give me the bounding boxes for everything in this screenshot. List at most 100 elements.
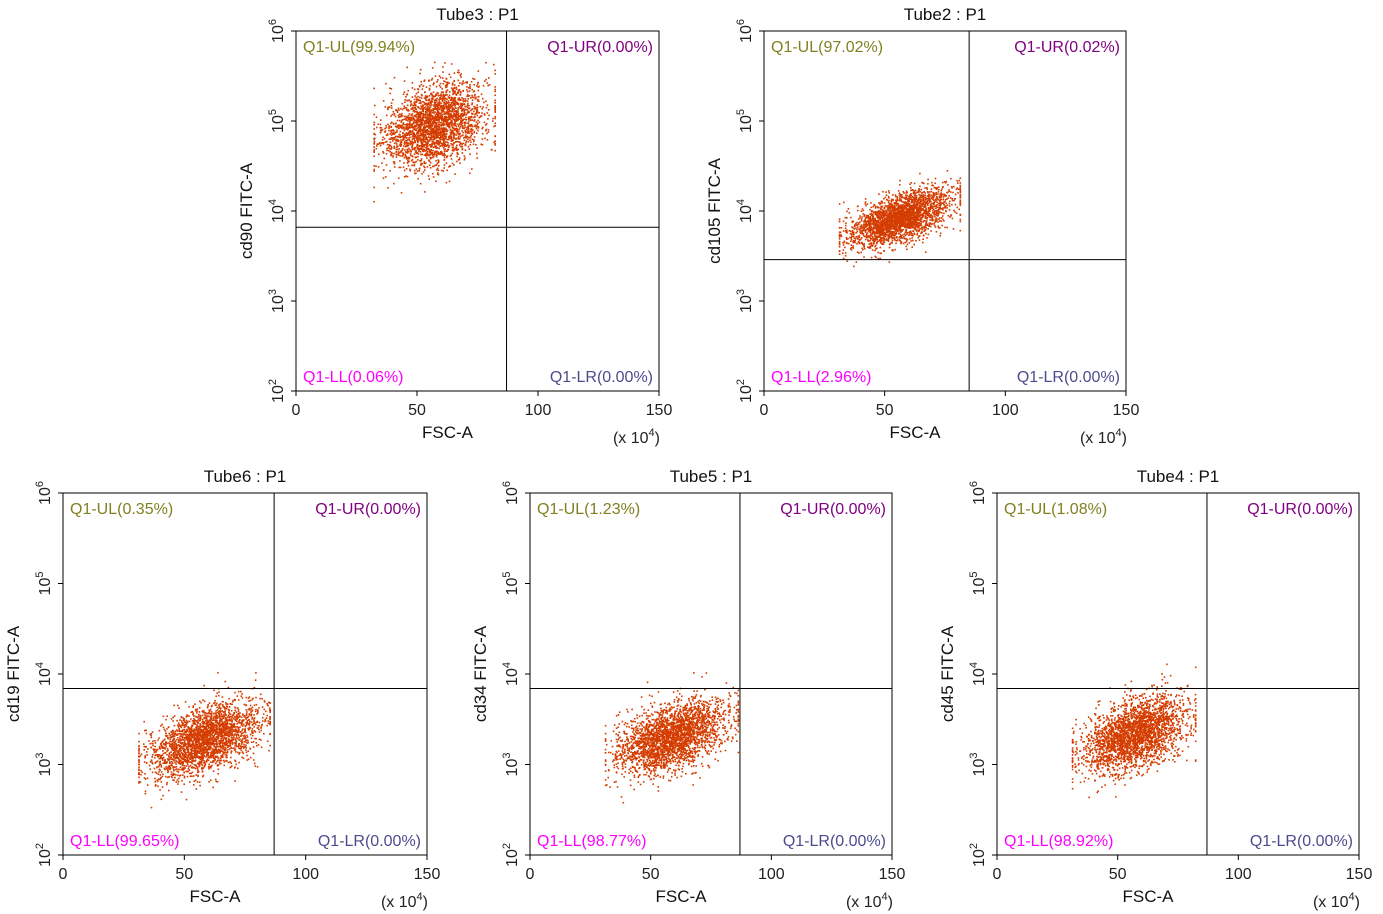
event-dot	[481, 108, 484, 110]
event-dot	[892, 194, 894, 196]
event-dot	[840, 235, 843, 238]
event-dot	[427, 106, 429, 108]
event-dot	[443, 127, 445, 129]
event-dot	[476, 104, 478, 106]
event-dot	[905, 218, 907, 220]
event-dot	[386, 140, 388, 143]
event-dot	[895, 215, 897, 217]
event-dot	[470, 97, 472, 99]
event-dot	[889, 218, 891, 221]
event-dot	[927, 198, 929, 200]
event-dot	[933, 213, 936, 216]
event-dot	[436, 142, 438, 145]
event-dot	[862, 232, 865, 235]
event-dot	[480, 114, 483, 117]
event-dot	[401, 149, 403, 152]
event-dot	[872, 220, 875, 223]
event-dot	[453, 91, 456, 94]
event-dot	[382, 143, 385, 145]
event-dot	[459, 144, 461, 147]
event-dot	[415, 111, 418, 113]
event-dot	[443, 117, 445, 119]
event-dot	[847, 242, 850, 245]
event-dot	[494, 102, 496, 104]
event-dot	[869, 208, 871, 211]
event-dot	[446, 83, 449, 85]
event-dot	[427, 142, 429, 145]
event-dot	[865, 215, 868, 218]
event-dot	[927, 225, 930, 227]
event-dot	[853, 237, 856, 239]
event-dot	[868, 222, 871, 225]
event-dot	[438, 147, 440, 150]
event-dot	[400, 107, 402, 110]
event-dot	[449, 135, 451, 137]
event-dot	[907, 222, 910, 224]
event-dot	[425, 144, 427, 147]
event-dot	[408, 117, 411, 119]
event-dot	[476, 157, 479, 159]
event-dot	[934, 221, 936, 223]
event-dot	[905, 207, 907, 209]
event-dot	[858, 234, 861, 237]
event-dot	[399, 141, 402, 144]
event-dot	[926, 203, 929, 206]
event-dot	[435, 105, 437, 107]
event-dot	[410, 150, 412, 153]
event-dot	[425, 110, 427, 113]
event-dot	[487, 84, 489, 87]
event-dot	[436, 81, 438, 83]
event-dot	[880, 211, 882, 214]
event-dot	[867, 239, 869, 241]
event-dot	[431, 77, 434, 80]
event-dot	[873, 235, 876, 237]
event-dot	[416, 137, 418, 139]
event-dot	[942, 209, 944, 211]
event-dot	[925, 208, 928, 211]
event-dot	[878, 228, 880, 230]
event-dot	[477, 126, 480, 128]
event-dot	[850, 244, 853, 246]
event-dot	[856, 230, 859, 233]
event-dot	[436, 118, 439, 121]
event-dot	[867, 214, 870, 217]
event-dot	[458, 97, 461, 99]
event-dot	[417, 135, 419, 137]
event-dot	[458, 71, 460, 74]
event-dot	[466, 112, 469, 114]
event-dot	[919, 217, 922, 220]
event-dot	[913, 182, 916, 185]
event-dot	[452, 90, 454, 93]
event-dot	[928, 223, 931, 226]
event-dot	[899, 217, 901, 220]
event-dot	[481, 132, 484, 135]
event-dot	[878, 232, 881, 234]
event-dot	[957, 188, 960, 190]
event-dot	[373, 128, 375, 130]
event-dot	[399, 160, 401, 162]
event-dot	[450, 135, 453, 137]
event-dot	[862, 243, 864, 246]
event-dot	[934, 215, 936, 218]
event-dot	[913, 232, 915, 235]
event-dot	[928, 210, 931, 213]
event-dot	[445, 121, 448, 124]
event-dot	[929, 219, 931, 221]
event-dot	[909, 204, 911, 207]
event-dot	[443, 137, 445, 140]
event-dot	[384, 141, 387, 143]
event-dot	[413, 169, 416, 172]
event-dot	[903, 201, 905, 204]
event-dot	[890, 199, 893, 202]
event-dot	[472, 77, 474, 80]
event-dot	[436, 97, 438, 100]
event-dot	[494, 105, 496, 107]
event-dot	[429, 144, 432, 146]
event-dot	[428, 124, 430, 127]
event-dot	[432, 108, 434, 110]
event-dot	[387, 149, 390, 152]
event-dot	[890, 209, 893, 211]
event-dot	[864, 223, 866, 225]
event-dot	[486, 139, 489, 141]
event-dot	[863, 213, 866, 216]
